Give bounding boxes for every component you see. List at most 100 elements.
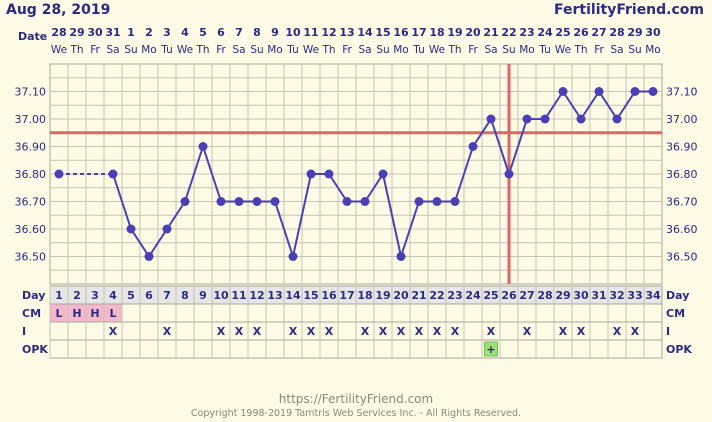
date-label: 1 <box>127 26 135 39</box>
temperature-point <box>450 197 460 206</box>
date-label: 4 <box>181 26 189 39</box>
weekday-label: We <box>429 44 445 56</box>
date-label: 28 <box>609 26 624 39</box>
weekday-label: Fr <box>90 44 100 56</box>
weekday-label: Mo <box>393 44 408 56</box>
weekday-label: Su <box>376 44 389 56</box>
temperature-point <box>360 197 370 206</box>
temperature-point <box>108 169 118 179</box>
intercourse-mark: X <box>379 325 388 338</box>
y-tick-label-right: 36.80 <box>666 168 698 181</box>
date-label: 3 <box>163 26 171 39</box>
temperature-point <box>630 87 640 96</box>
date-label: 8 <box>253 26 261 39</box>
y-tick-label-right: 37.00 <box>666 113 698 126</box>
temperature-point <box>504 169 514 179</box>
day-number: 15 <box>303 289 318 302</box>
day-number: 10 <box>213 289 229 302</box>
weekday-label: Tu <box>412 44 424 56</box>
intercourse-mark: X <box>577 325 586 338</box>
row-label-cm-left: CM <box>22 307 41 320</box>
temperature-segment <box>292 173 312 257</box>
row-label-i-right: I <box>666 325 670 338</box>
temperature-segment <box>148 228 168 258</box>
weekday-label: Sa <box>358 44 371 56</box>
date-label: 27 <box>591 26 606 39</box>
weekday-label: Mo <box>267 44 282 56</box>
day-number: 25 <box>483 289 498 302</box>
weekday-label: We <box>555 44 571 56</box>
temperature-segment <box>400 201 420 257</box>
cm-value: L <box>55 307 62 320</box>
weekday-label: Th <box>69 44 83 56</box>
day-number: 30 <box>573 289 589 302</box>
temperature-segment <box>364 173 384 203</box>
chart-grid <box>49 63 663 285</box>
day-number: 3 <box>91 289 99 302</box>
intercourse-mark: X <box>631 325 640 338</box>
weekday-label: Su <box>124 44 137 56</box>
date-label: 20 <box>465 26 481 39</box>
y-tick-label-right: 36.90 <box>666 141 698 154</box>
temperature-segment <box>328 173 348 203</box>
weekday-label: Sa <box>610 44 623 56</box>
date-label: 9 <box>271 26 279 39</box>
row-label-day-left: Day <box>22 289 45 302</box>
day-number: 24 <box>465 289 481 302</box>
date-label: 26 <box>573 26 589 39</box>
temperature-point <box>144 252 154 261</box>
opk-result: + <box>486 343 495 356</box>
day-number: 32 <box>609 289 624 302</box>
temperature-series <box>54 87 658 261</box>
temperature-segment <box>112 173 132 230</box>
cm-cell-fill <box>68 304 86 322</box>
day-number: 4 <box>109 289 117 302</box>
y-tick-label-right: 36.60 <box>666 223 698 236</box>
day-number: 2 <box>73 289 81 302</box>
day-number: 20 <box>393 289 409 302</box>
temperature-point <box>576 114 586 124</box>
temperature-point <box>378 169 388 179</box>
weekday-label: We <box>303 44 319 56</box>
day-number: 11 <box>231 289 246 302</box>
day-number: 7 <box>163 289 171 302</box>
date-label: 15 <box>375 26 390 39</box>
row-label-day-right: Day <box>666 289 689 302</box>
intercourse-mark: X <box>307 325 316 338</box>
date-label: 2 <box>145 26 153 39</box>
weekday-label: Sa <box>232 44 245 56</box>
date-label: 22 <box>501 26 516 39</box>
cm-cell-fill <box>104 304 122 322</box>
y-tick-label-left: 37.00 <box>15 113 47 126</box>
temperature-point <box>54 169 64 179</box>
date-label: 30 <box>87 26 103 39</box>
date-row-label: Date <box>18 30 47 43</box>
day-number: 19 <box>375 289 390 302</box>
row-label-i-left: I <box>22 325 26 338</box>
y-tick-label-left: 36.90 <box>15 141 47 154</box>
temperature-point <box>522 114 532 124</box>
opk-positive-cell <box>484 341 498 357</box>
day-number: 27 <box>519 289 534 302</box>
weekday-label: Mo <box>519 44 534 56</box>
date-label: 21 <box>483 26 498 39</box>
date-label: 23 <box>519 26 534 39</box>
temperature-point <box>594 87 604 96</box>
weekday-label: Mo <box>141 44 156 56</box>
y-tick-label-left: 37.10 <box>15 86 47 99</box>
intercourse-mark: X <box>217 325 226 338</box>
weekday-label: Th <box>321 44 335 56</box>
day-number: 21 <box>411 289 426 302</box>
temperature-point <box>270 197 280 206</box>
date-label: 16 <box>393 26 409 39</box>
cm-value: H <box>72 307 81 320</box>
day-number: 8 <box>181 289 189 302</box>
footer-url[interactable]: https://FertilityFriend.com <box>279 392 433 406</box>
weekday-label: We <box>51 44 67 56</box>
weekday-label: Sa <box>106 44 119 56</box>
cm-cell-fill <box>86 304 104 322</box>
date-label: 7 <box>235 26 243 39</box>
day-number: 12 <box>249 289 264 302</box>
temperature-point <box>468 142 478 151</box>
